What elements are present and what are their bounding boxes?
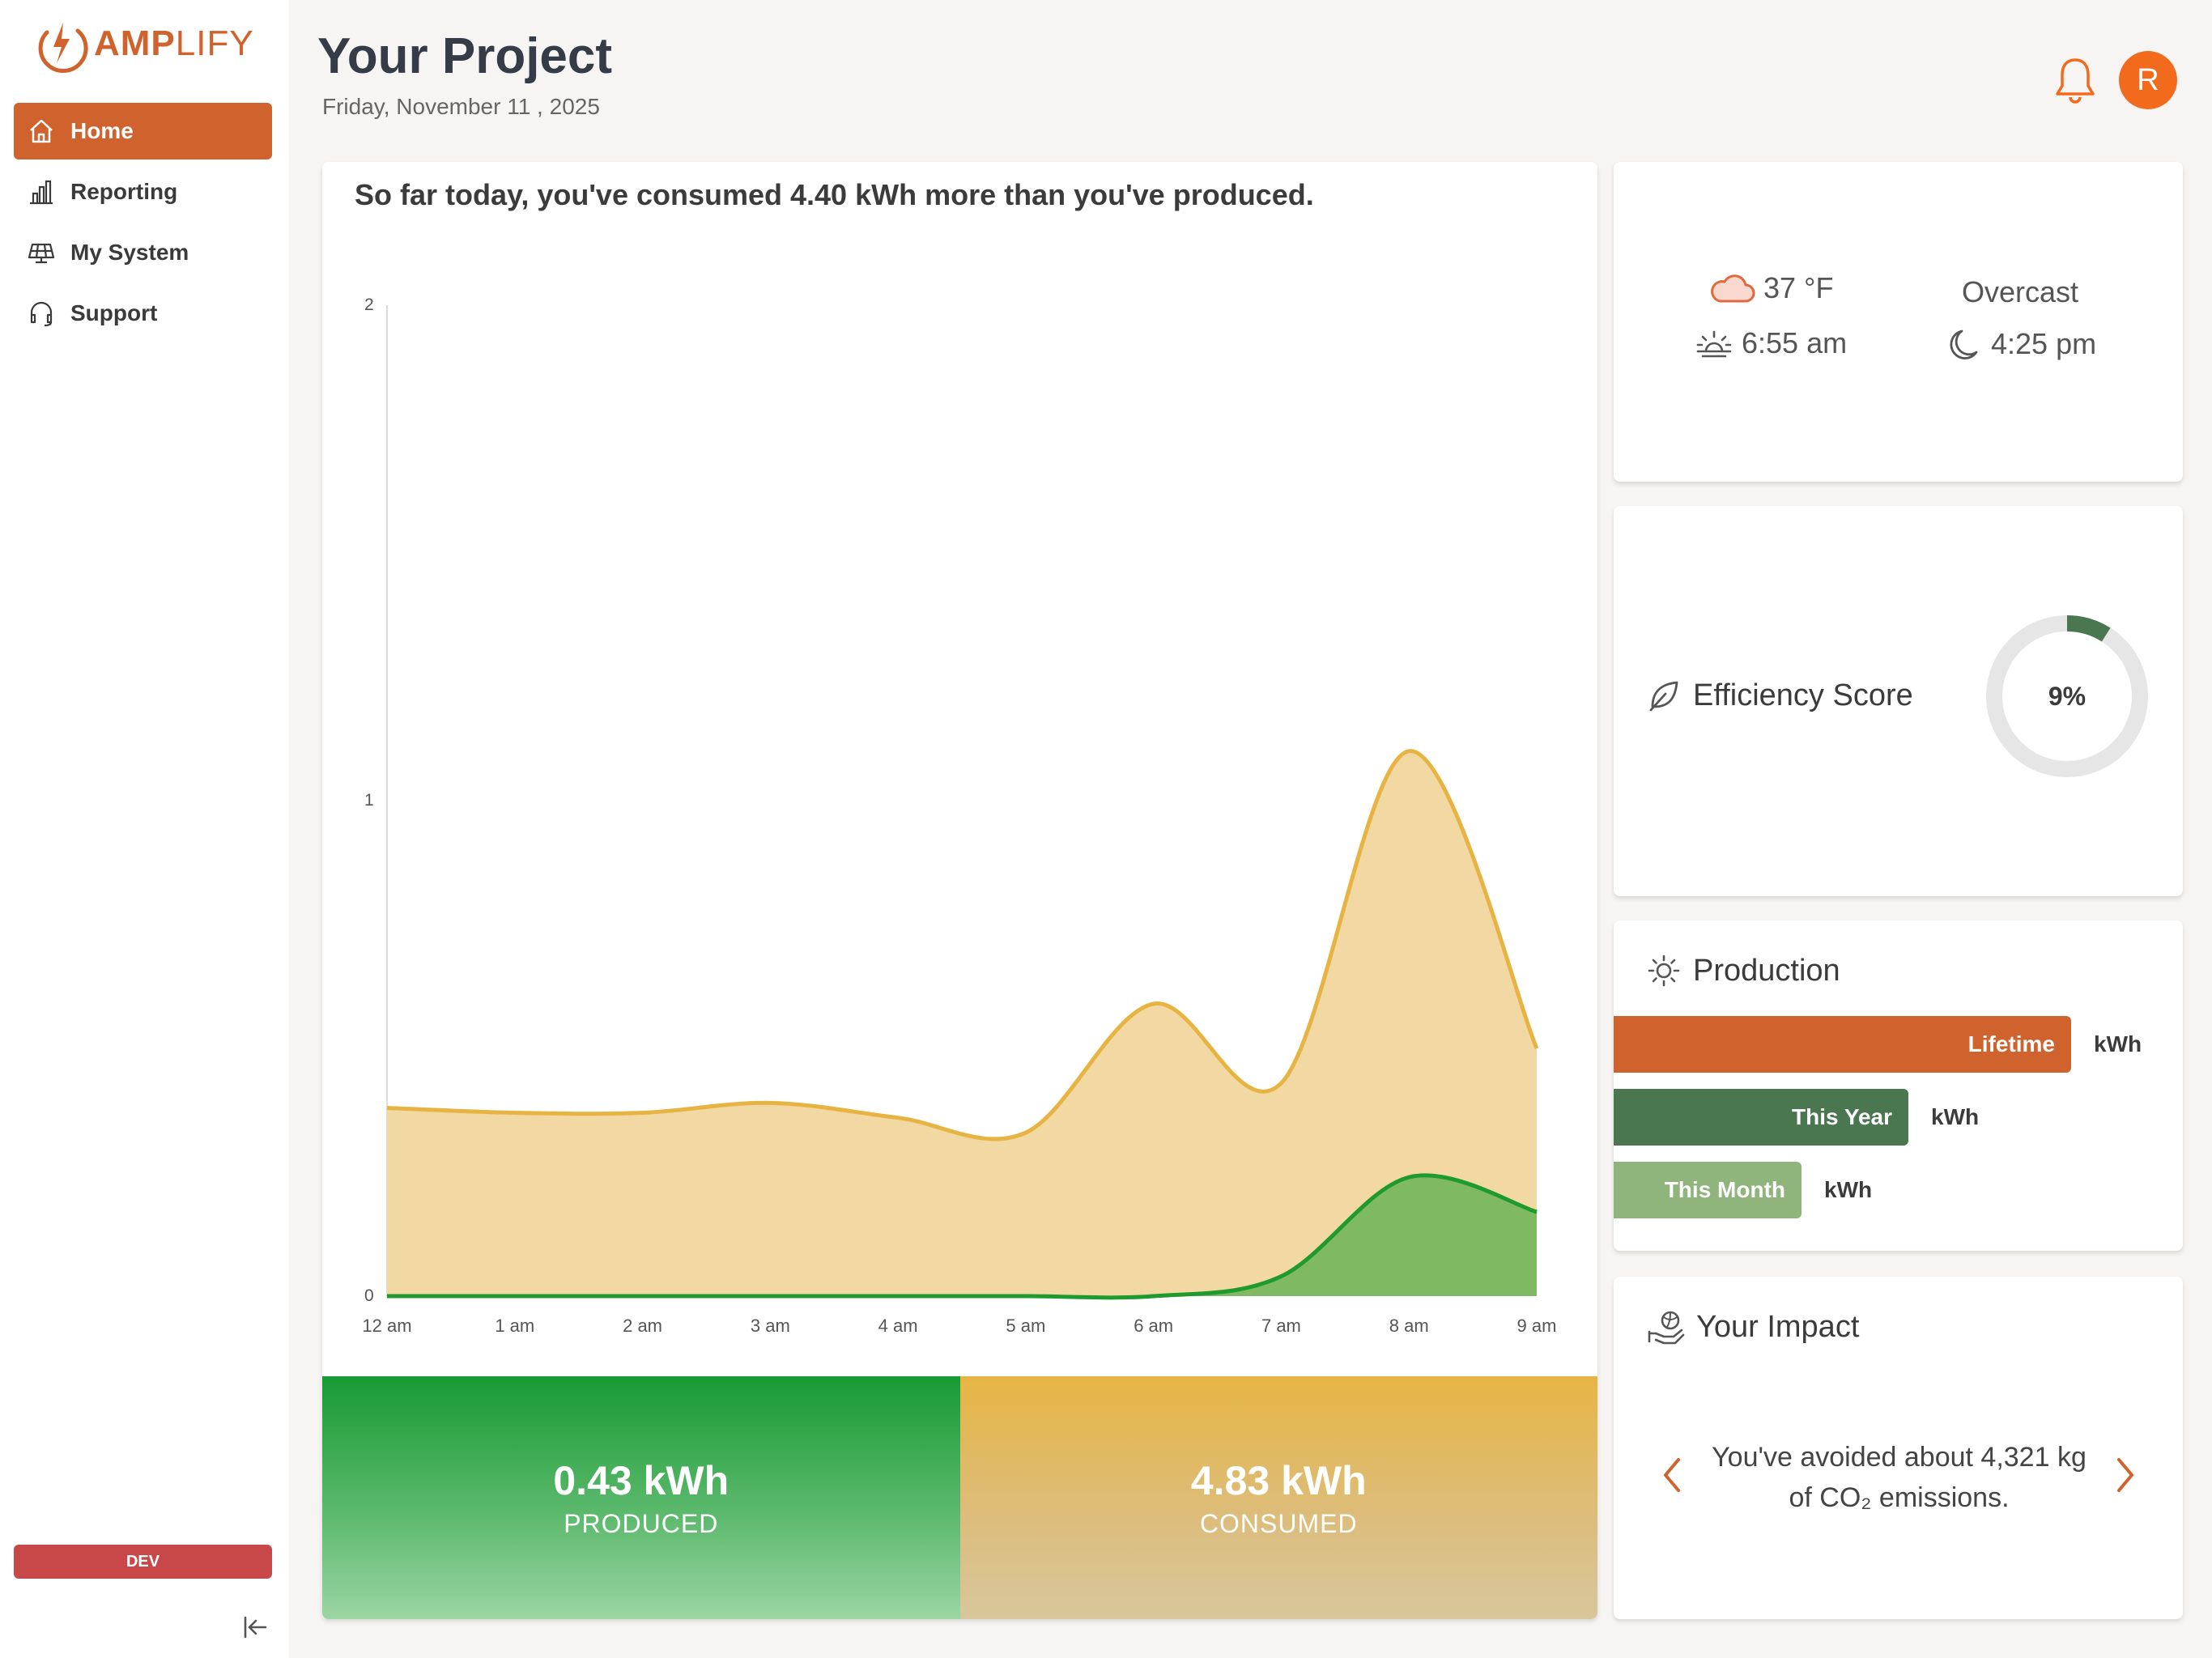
this-year-unit: kWh: [1931, 1104, 1980, 1129]
efficiency-score: 9%: [2048, 681, 2087, 711]
sidebar-item-label: My System: [70, 240, 189, 265]
production-row-this-year: This Year kWh: [1614, 1089, 1979, 1146]
sun-icon: [1648, 954, 1680, 987]
impact-card: Your Impact You've avoided about 4,321 k…: [1614, 1277, 2183, 1619]
bar-chart-icon: [25, 176, 57, 208]
bell-icon[interactable]: [2052, 55, 2099, 107]
sunset-row: 4:25 pm: [1946, 326, 2096, 362]
lifetime-bar[interactable]: Lifetime: [1614, 1016, 2071, 1073]
production-row-this-month: This Month kWh: [1614, 1162, 1872, 1218]
sidebar-item-home[interactable]: Home: [14, 103, 272, 159]
sunrise-row: 6:55 am: [1695, 326, 1847, 360]
amplify-logo[interactable]: AMPLIFY: [31, 11, 254, 76]
efficiency-card: Efficiency Score 9%: [1614, 506, 2183, 896]
impact-message: You've avoided about 4,321 kg of CO₂ emi…: [1712, 1442, 2087, 1513]
chevron-right-icon[interactable]: [2109, 1453, 2142, 1497]
sunset-time: 4:25 pm: [1991, 327, 2097, 360]
consumed-value: 4.83 kWh: [1190, 1457, 1367, 1503]
collapse-sidebar-icon[interactable]: [240, 1612, 270, 1643]
produced-label: PRODUCED: [564, 1508, 719, 1538]
sidebar-item-label: Support: [70, 300, 158, 325]
consumed-label: CONSUMED: [1199, 1508, 1358, 1538]
lifetime-unit: kWh: [2094, 1031, 2142, 1056]
this-month-bar[interactable]: This Month: [1614, 1162, 1802, 1218]
temperature-row: 37 °F: [1708, 270, 1833, 306]
energy-headline: So far today, you've consumed 4.40 kWh m…: [355, 178, 1314, 211]
sidebar: AMPLIFY Home Reporting My System Support: [0, 0, 289, 1658]
efficiency-arc: [2066, 615, 2111, 642]
production-title: Production: [1693, 953, 1840, 988]
series-1-area: [387, 1175, 1537, 1298]
moon-icon: [1950, 329, 1978, 359]
production-row-lifetime: Lifetime kWh: [1614, 1016, 2142, 1073]
x-tick-label: 12 am: [362, 1316, 411, 1336]
impact-title: Your Impact: [1696, 1309, 1860, 1344]
series-0-area: [387, 750, 1537, 1296]
x-tick-label: 7 am: [1261, 1316, 1301, 1336]
produced-summary: 0.43 kWh PRODUCED: [322, 1376, 960, 1619]
efficiency-title-row: Efficiency Score: [1646, 678, 1913, 713]
y-tick-label: 2: [364, 295, 374, 314]
production-card: Production Lifetime kWh This Year kWh Th…: [1614, 920, 2183, 1251]
energy-summary: 0.43 kWh PRODUCED 4.83 kWh CONSUMED: [322, 1376, 1597, 1619]
solar-panel-icon: [25, 236, 57, 269]
x-tick-label: 6 am: [1134, 1316, 1173, 1336]
sidebar-item-label: Reporting: [70, 179, 178, 204]
sunrise-icon: [1696, 330, 1732, 358]
produced-value: 0.43 kWh: [553, 1457, 730, 1503]
env-badge: DEV: [14, 1545, 272, 1579]
home-icon: [25, 115, 57, 147]
user-avatar[interactable]: R: [2119, 51, 2177, 109]
weather-card: 37 °F Overcast 6:55 am 4:25 pm: [1614, 162, 2183, 482]
logo-power-icon: [38, 23, 88, 74]
production-title-row: Production: [1646, 953, 1840, 988]
chevron-left-icon[interactable]: [1656, 1453, 1688, 1497]
x-tick-label: 9 am: [1517, 1316, 1557, 1336]
y-tick-label: 1: [364, 791, 374, 810]
page-date: Friday, November 11 , 2025: [322, 94, 600, 119]
sunrise-time: 6:55 am: [1742, 326, 1848, 359]
x-tick-label: 8 am: [1389, 1316, 1429, 1336]
x-tick-label: 5 am: [1006, 1316, 1045, 1336]
x-tick-label: 1 am: [495, 1316, 534, 1336]
headset-icon: [25, 297, 57, 329]
leaf-icon: [1649, 681, 1678, 712]
logo-text: AMPLIFY: [94, 23, 254, 63]
efficiency-title: Efficiency Score: [1693, 678, 1913, 712]
weather-condition: Overcast: [1962, 275, 2079, 308]
hand-planet-icon: [1648, 1311, 1685, 1345]
x-tick-label: 2 am: [623, 1316, 662, 1336]
cloud-icon: [1711, 274, 1755, 303]
y-tick-label: 0: [364, 1286, 374, 1305]
energy-chart-card: So far today, you've consumed 4.40 kWh m…: [322, 162, 1597, 1619]
sidebar-nav: Home Reporting My System Support: [14, 103, 272, 346]
condition-row: Overcast: [1962, 275, 2078, 309]
consumed-summary: 4.83 kWh CONSUMED: [959, 1376, 1597, 1619]
this-month-unit: kWh: [1824, 1177, 1873, 1202]
x-tick-label: 3 am: [751, 1316, 790, 1336]
energy-area-chart: 0 1 2 12 am 1 am 2 am 3 am 4 am 5 am 6 am 7 am 8 am…: [362, 295, 1557, 1336]
sidebar-item-label: Home: [70, 118, 134, 143]
this-year-bar[interactable]: This Year: [1614, 1089, 1908, 1146]
page-title: Your Project: [317, 28, 613, 84]
series-1-line: [387, 1173, 1538, 1300]
x-tick-label: 4 am: [878, 1316, 918, 1336]
efficiency-donut: [1986, 615, 2148, 777]
impact-title-row: Your Impact: [1646, 1309, 1859, 1345]
sidebar-item-reporting[interactable]: Reporting: [14, 164, 272, 220]
sidebar-item-my-system[interactable]: My System: [14, 224, 272, 281]
series-0-line: [386, 749, 1539, 1141]
temperature-value: 37 °F: [1763, 271, 1834, 304]
sidebar-item-support[interactable]: Support: [14, 285, 272, 342]
